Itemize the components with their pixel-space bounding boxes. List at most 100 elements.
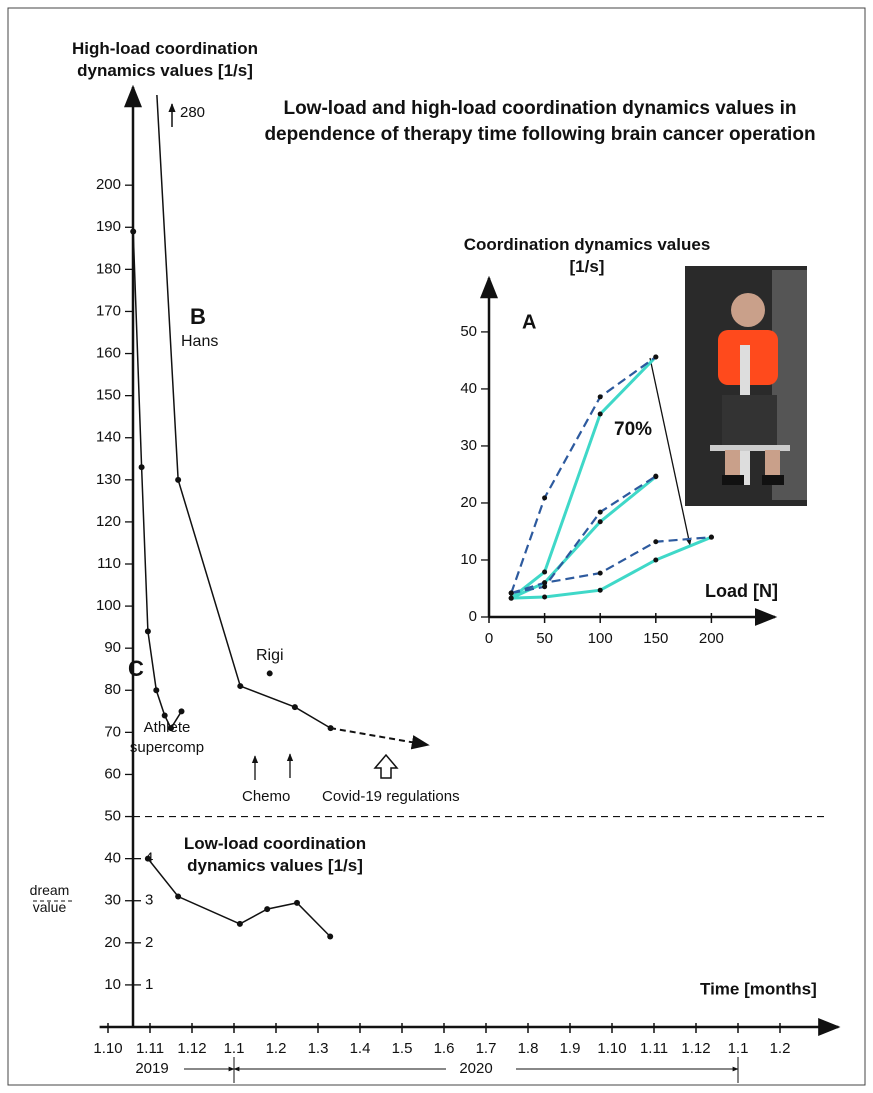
extrapolation bbox=[329, 727, 430, 750]
data-point bbox=[542, 495, 548, 501]
data-point bbox=[653, 539, 659, 545]
y2-tick-label: 2 bbox=[145, 934, 153, 951]
x-tick-label: 1.8 bbox=[518, 1040, 539, 1057]
photo bbox=[685, 266, 807, 506]
x-tick-label: 1.9 bbox=[560, 1040, 581, 1057]
x-tick-label: 1.12 bbox=[177, 1040, 206, 1057]
y-tick-label: 80 bbox=[104, 681, 121, 698]
y-tick-label: 180 bbox=[96, 260, 121, 277]
y-tick-label: 40 bbox=[460, 380, 477, 397]
y-tick-label: 160 bbox=[96, 345, 121, 362]
y-tick-label: 60 bbox=[104, 765, 121, 782]
y-axis-label: High-load coordination dynamics values [… bbox=[71, 39, 259, 80]
y-tick-label: 40 bbox=[104, 850, 121, 867]
y-tick-label: 190 bbox=[96, 218, 121, 235]
series-line bbox=[511, 475, 657, 595]
y-tick-label: 130 bbox=[96, 471, 121, 488]
y-tick-label: 10 bbox=[104, 976, 121, 993]
data-point bbox=[542, 569, 548, 575]
chart-title: Low-load and high-load coordination dyna… bbox=[264, 98, 816, 145]
y-tick-label: 0 bbox=[469, 608, 477, 625]
x-tick-label: 1.10 bbox=[597, 1040, 626, 1057]
data-point bbox=[508, 590, 514, 596]
data-point bbox=[236, 920, 243, 927]
data-point bbox=[178, 708, 185, 715]
series-label: Hans bbox=[181, 333, 218, 350]
data-point bbox=[130, 228, 137, 235]
letter: A bbox=[522, 311, 536, 333]
data-point bbox=[597, 411, 603, 417]
y-tick-label: 140 bbox=[96, 429, 121, 446]
y-tick-label: 10 bbox=[460, 551, 477, 568]
annotation: dream value bbox=[29, 882, 70, 915]
data-point bbox=[175, 893, 182, 900]
x-tick-label: 150 bbox=[643, 630, 668, 647]
y2-tick-label: 1 bbox=[145, 976, 153, 993]
x-tick-label: 1.1 bbox=[728, 1040, 749, 1057]
data-point bbox=[291, 704, 298, 711]
y-tick-label: 70 bbox=[104, 723, 121, 740]
x-tick-label: 1.4 bbox=[350, 1040, 371, 1057]
x-tick-label: 1.10 bbox=[93, 1040, 122, 1057]
data-point bbox=[153, 687, 160, 694]
data-point bbox=[597, 587, 603, 593]
annotation: 280 bbox=[180, 104, 205, 121]
data-point bbox=[161, 712, 168, 719]
data-point bbox=[597, 509, 603, 515]
y-tick-label: 150 bbox=[96, 387, 121, 404]
x-tick-label: 1.5 bbox=[392, 1040, 413, 1057]
data-point bbox=[144, 855, 151, 862]
annotation: Chemo bbox=[242, 788, 290, 805]
y-tick-label: 20 bbox=[460, 494, 477, 511]
y-tick-label: 120 bbox=[96, 513, 121, 530]
year-label: 2020 bbox=[459, 1060, 492, 1077]
data-point bbox=[542, 584, 548, 590]
data-point bbox=[138, 464, 145, 471]
data-point bbox=[597, 570, 603, 576]
series-line bbox=[147, 858, 331, 938]
y-tick-label: 50 bbox=[460, 323, 477, 340]
series-label: Athlete supercomp bbox=[129, 719, 205, 756]
data-point bbox=[294, 899, 300, 906]
x-tick-label: 1.3 bbox=[308, 1040, 329, 1057]
data-point bbox=[264, 906, 271, 913]
arrow bbox=[649, 357, 692, 546]
x-tick-label: 1.7 bbox=[476, 1040, 497, 1057]
data-point bbox=[708, 534, 714, 540]
y-tick-label: 50 bbox=[104, 808, 121, 825]
data-point bbox=[508, 595, 514, 601]
letter: B bbox=[190, 304, 206, 329]
annotation: 70% bbox=[614, 419, 652, 440]
x-tick-label: 1.2 bbox=[266, 1040, 287, 1057]
y-tick-label: 170 bbox=[96, 302, 121, 319]
y-tick-label: 200 bbox=[96, 176, 121, 193]
data-point bbox=[327, 725, 334, 732]
data-point bbox=[653, 557, 659, 563]
letter: C bbox=[128, 656, 144, 681]
data-point bbox=[266, 670, 273, 677]
y-tick-label: 110 bbox=[97, 555, 121, 572]
x-tick-label: 100 bbox=[588, 630, 613, 647]
data-point bbox=[653, 354, 659, 360]
x-axis-label: Load [N] bbox=[705, 581, 778, 601]
series-line bbox=[510, 356, 657, 594]
series-label: Rigi bbox=[256, 647, 284, 664]
data-point bbox=[327, 933, 334, 940]
y-tick-label: 100 bbox=[96, 597, 121, 614]
x-tick-label: 200 bbox=[699, 630, 724, 647]
arrow bbox=[373, 753, 399, 779]
data-point bbox=[653, 473, 659, 479]
x-tick-label: 1.11 bbox=[136, 1040, 164, 1057]
x-tick-label: 1.1 bbox=[224, 1040, 245, 1057]
x-tick-label: 1.11 bbox=[640, 1040, 668, 1057]
data-point bbox=[542, 580, 548, 586]
data-point bbox=[542, 594, 548, 600]
y-tick-label: 30 bbox=[460, 437, 477, 454]
y2-tick-label: 3 bbox=[145, 892, 153, 909]
data-point bbox=[144, 628, 151, 635]
year-label: 2019 bbox=[135, 1060, 168, 1077]
x-tick-label: 0 bbox=[485, 630, 493, 647]
data-point bbox=[597, 394, 603, 400]
x-tick-label: 1.2 bbox=[770, 1040, 791, 1057]
